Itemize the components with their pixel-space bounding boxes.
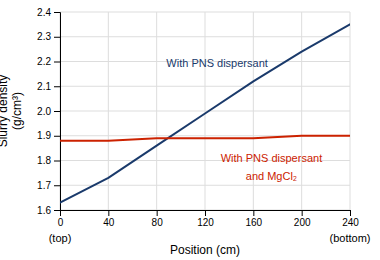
tick-label: 120 bbox=[197, 217, 214, 228]
tick: 1.7 bbox=[37, 180, 60, 191]
x-axis-title: Position (cm) bbox=[170, 243, 240, 257]
grid-line bbox=[60, 36, 350, 37]
tick-label: 80 bbox=[152, 217, 164, 228]
tick: 0 bbox=[58, 210, 64, 228]
tick: 1.8 bbox=[37, 155, 60, 166]
tick-mark bbox=[302, 210, 303, 216]
lines bbox=[60, 24, 350, 202]
tick-label: 2.2 bbox=[37, 56, 51, 67]
annotation: (top) bbox=[49, 232, 72, 244]
x-axis: 0 40 80 120 160 200 240 bbox=[58, 210, 360, 228]
tick: 2.1 bbox=[37, 81, 60, 92]
plot: 0 40 80 120 160 200 240 1.6 1.7 1.8 1.9 2.0 2.1 2.2 2.… bbox=[37, 7, 359, 228]
tick: 1.9 bbox=[37, 130, 60, 141]
tick-mark bbox=[108, 210, 109, 216]
chart: 0 40 80 120 160 200 240 1.6 1.7 1.8 1.9 2.0 2.1 2.2 2.… bbox=[0, 0, 380, 260]
annotation: (bottom) bbox=[330, 232, 371, 244]
line bbox=[60, 136, 350, 141]
tick-label: 2.3 bbox=[37, 31, 51, 42]
tick: 80 bbox=[152, 210, 164, 228]
grid-line bbox=[60, 86, 350, 87]
tick: 200 bbox=[294, 210, 311, 228]
axis-line bbox=[61, 211, 351, 217]
tick-mark bbox=[54, 136, 60, 137]
annotation: With PNS dispersant bbox=[166, 57, 267, 69]
annotation: With PNS dispersant bbox=[221, 152, 322, 164]
tick-label: 200 bbox=[294, 217, 311, 228]
tick-mark bbox=[54, 161, 60, 162]
tick-label: 40 bbox=[103, 217, 115, 228]
y-axis: 1.6 1.7 1.8 1.9 2.0 2.1 2.2 2.3 2.4 bbox=[37, 7, 60, 216]
grid-line bbox=[60, 185, 350, 186]
tick-mark bbox=[54, 62, 60, 63]
tick: 120 bbox=[197, 210, 214, 228]
tick-mark bbox=[54, 185, 60, 186]
tick: 40 bbox=[103, 210, 115, 228]
tick: 2.0 bbox=[37, 106, 60, 117]
tick: 240 bbox=[342, 210, 359, 228]
y-axis-title-line: (g/cm³) bbox=[10, 92, 24, 130]
tick-mark bbox=[253, 210, 254, 216]
tick-label: 240 bbox=[342, 217, 359, 228]
tick-label: 1.8 bbox=[37, 155, 51, 166]
tick-mark bbox=[54, 12, 60, 13]
annotations: With PNS dispersant With PNS dispersant an… bbox=[49, 57, 371, 244]
tick-mark bbox=[157, 210, 158, 216]
tick-label: 2.4 bbox=[37, 7, 51, 18]
grid-line bbox=[60, 111, 350, 112]
grid-line bbox=[60, 12, 350, 13]
annotation: and MgCl₂ bbox=[246, 170, 297, 182]
tick-mark bbox=[54, 210, 60, 211]
grid bbox=[60, 12, 350, 210]
tick-label: 0 bbox=[58, 217, 64, 228]
tick: 1.6 bbox=[37, 205, 60, 216]
tick-label: 2.1 bbox=[37, 81, 51, 92]
tick: 2.3 bbox=[37, 31, 60, 42]
tick-label: 160 bbox=[245, 217, 262, 228]
tick: 2.4 bbox=[37, 7, 60, 18]
line bbox=[60, 24, 350, 202]
tick-label: 1.7 bbox=[37, 180, 51, 191]
y-axis-title-line: Slurry density bbox=[0, 75, 10, 148]
tick-mark bbox=[205, 210, 206, 216]
tick-label: 1.6 bbox=[37, 205, 51, 216]
tick-mark bbox=[350, 210, 351, 216]
tick-label: 1.9 bbox=[37, 130, 51, 141]
y-axis-title: Slurry density(g/cm³) bbox=[0, 75, 24, 148]
tick-mark bbox=[54, 86, 60, 87]
axis-line bbox=[54, 13, 61, 211]
tick: 2.2 bbox=[37, 56, 60, 67]
tick-mark bbox=[54, 111, 60, 112]
tick-label: 2.0 bbox=[37, 106, 51, 117]
tick-mark bbox=[54, 37, 60, 38]
tick: 160 bbox=[245, 210, 262, 228]
